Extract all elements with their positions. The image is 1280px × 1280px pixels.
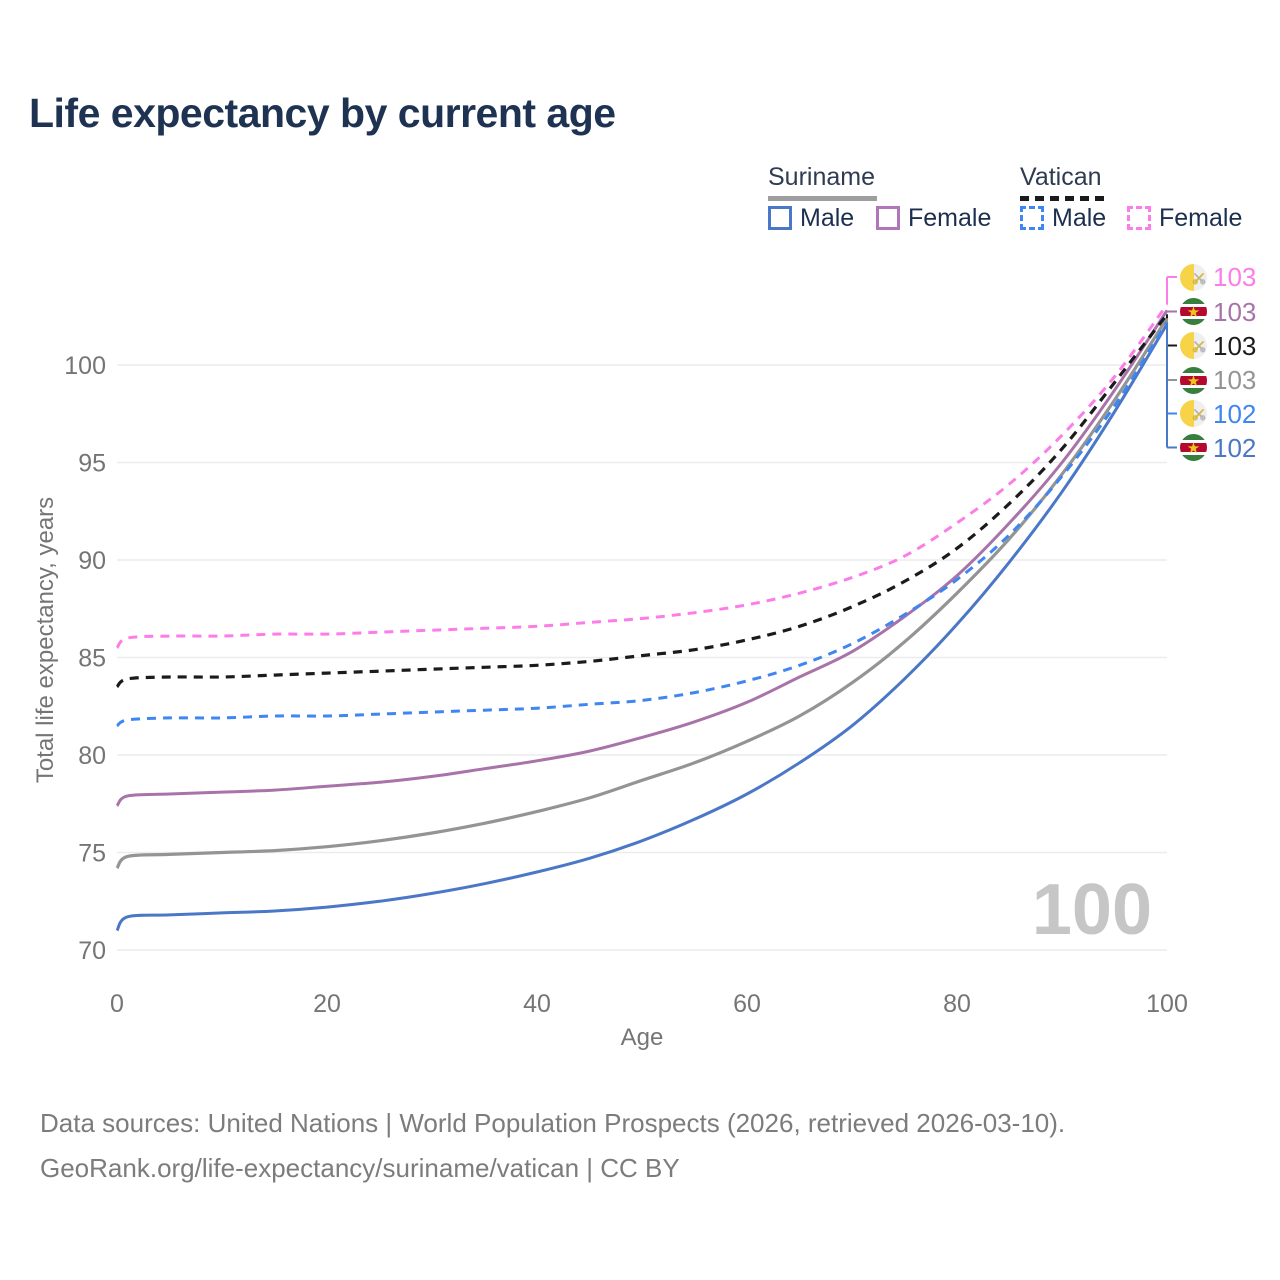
- age-counter-watermark: 100: [1031, 870, 1152, 950]
- legend-label-vatican-male[interactable]: Male: [1052, 204, 1107, 232]
- legend-country-vatican: Vatican: [1020, 163, 1102, 191]
- series-line-suriname-both-sexes: [115, 317, 1169, 870]
- attribution-text: GeoRank.org/life-expectancy/suriname/vat…: [40, 1153, 680, 1183]
- footer: Data sources: United Nations | World Pop…: [40, 1108, 1065, 1198]
- x-tick-label: 20: [313, 990, 341, 1018]
- x-tick-label: 100: [1146, 990, 1188, 1018]
- legend-solid-line-sample: [768, 196, 877, 201]
- y-tick-label: 100: [64, 352, 106, 380]
- page-title: Life expectancy by current age: [29, 90, 616, 136]
- x-tick-label: 40: [523, 990, 551, 1018]
- legend-label-suriname-female[interactable]: Female: [908, 204, 992, 232]
- x-tick-label: 80: [943, 990, 971, 1018]
- data-sources-text: Data sources: United Nations | World Pop…: [40, 1108, 1066, 1138]
- legend-country-suriname: Suriname: [768, 163, 875, 191]
- legend-label-suriname-male[interactable]: Male: [800, 204, 855, 232]
- y-tick-label: 70: [78, 937, 106, 965]
- legend: Suriname Male Female Vatican Male Female: [0, 0, 1280, 250]
- legend-swatch-suriname-male[interactable]: [768, 206, 792, 230]
- x-tick-label: 0: [110, 990, 124, 1018]
- series-line-suriname-male: [115, 323, 1169, 932]
- series-line-vatican-both-sexes: [115, 313, 1169, 689]
- y-tick-label: 90: [78, 547, 106, 575]
- y-tick-label: 80: [78, 742, 106, 770]
- x-axis-title: Age: [620, 1024, 664, 1051]
- x-tick-label: 60: [733, 990, 761, 1018]
- legend-swatch-suriname-female[interactable]: [876, 206, 900, 230]
- series-line-vatican-female: [115, 303, 1169, 649]
- series-line-suriname-female: [115, 309, 1169, 807]
- legend-label-vatican-female[interactable]: Female: [1159, 204, 1243, 232]
- legend-swatch-vatican-female[interactable]: [1127, 206, 1151, 230]
- y-tick-label: 75: [78, 839, 106, 867]
- y-tick-label: 95: [78, 449, 106, 477]
- legend-swatch-vatican-male[interactable]: [1020, 206, 1044, 230]
- y-tick-label: 85: [78, 644, 106, 672]
- legend-dashed-line-sample: [1020, 196, 1107, 201]
- series-line-vatican-male: [116, 321, 1169, 728]
